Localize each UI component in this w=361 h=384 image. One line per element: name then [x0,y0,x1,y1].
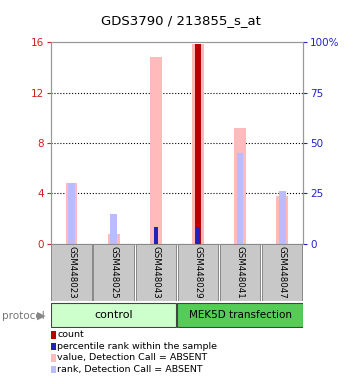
Bar [177,303,303,327]
Text: GDS3790 / 213855_s_at: GDS3790 / 213855_s_at [101,14,260,27]
Text: GSM448041: GSM448041 [236,246,244,299]
Bar [192,43,204,244]
Text: GSM448043: GSM448043 [151,246,160,299]
Bar [108,234,119,244]
Bar [51,303,177,327]
Bar [195,43,201,244]
Text: control: control [95,310,133,320]
Bar [196,227,200,244]
Bar [150,57,162,244]
Bar [68,184,75,244]
Bar [234,128,246,244]
Text: GSM448025: GSM448025 [109,246,118,299]
Text: percentile rank within the sample: percentile rank within the sample [57,342,217,351]
Bar [262,245,303,301]
Bar [154,227,158,244]
Text: MEK5D transfection: MEK5D transfection [188,310,292,320]
Text: ▶: ▶ [37,311,46,321]
Bar [110,214,117,244]
Text: protocol: protocol [2,311,44,321]
Text: value, Detection Call = ABSENT: value, Detection Call = ABSENT [57,353,207,362]
Bar [276,196,288,244]
Bar [51,245,92,301]
Bar [66,184,78,244]
Text: GSM448029: GSM448029 [193,246,203,299]
Bar [279,191,286,244]
Bar [136,245,176,301]
Text: count: count [57,330,84,339]
Bar [220,245,260,301]
Text: GSM448047: GSM448047 [278,246,287,299]
Bar [178,245,218,301]
Text: GSM448023: GSM448023 [67,246,76,299]
Bar [93,245,134,301]
Text: rank, Detection Call = ABSENT: rank, Detection Call = ABSENT [57,365,203,374]
Bar [237,153,243,244]
